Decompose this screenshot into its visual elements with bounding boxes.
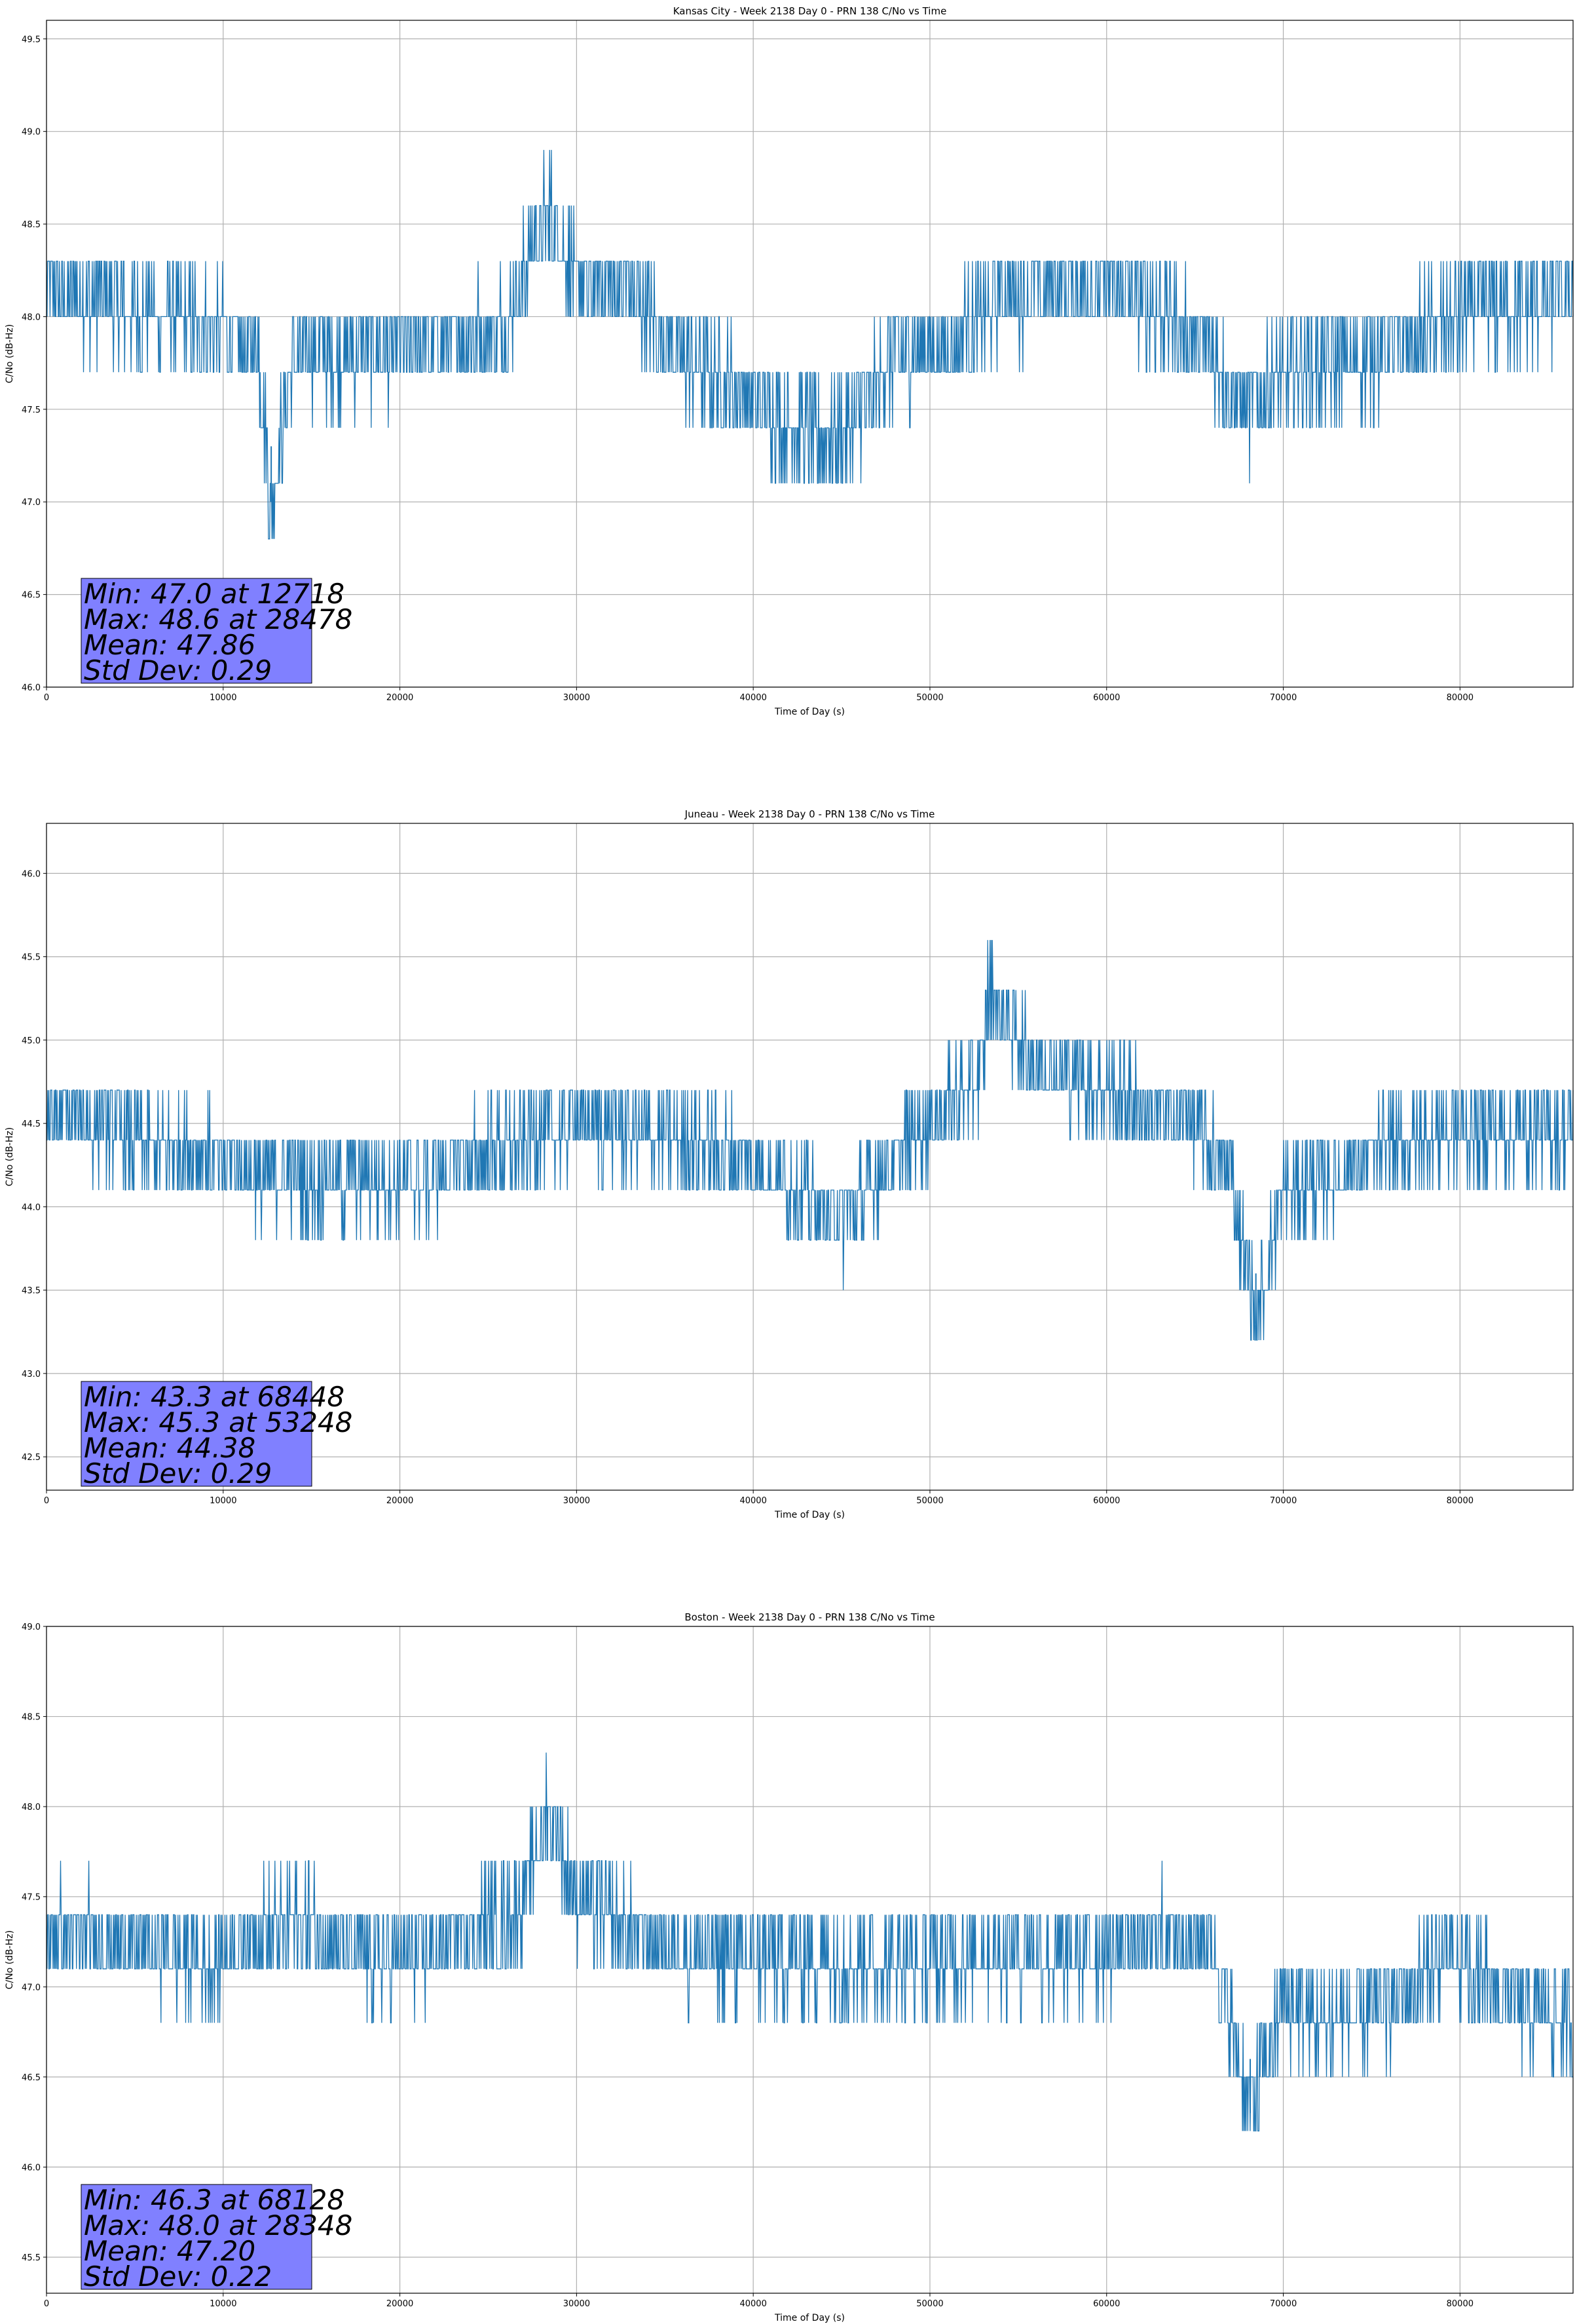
y-tick-label: 43.0 <box>22 1370 41 1379</box>
stats-line: Max: 48.6 at 28478 <box>84 603 352 635</box>
stats-line: Max: 48.0 at 28348 <box>84 2209 352 2241</box>
x-tick-label: 70000 <box>1270 693 1297 703</box>
x-tick-label: 80000 <box>1447 693 1474 703</box>
y-tick-label: 45.5 <box>22 953 41 963</box>
series-line <box>46 149 1574 540</box>
y-tick-label: 48.0 <box>22 1803 41 1812</box>
y-tick-label: 45.0 <box>22 1036 41 1046</box>
x-tick-label: 50000 <box>916 693 943 703</box>
x-tick-label: 40000 <box>739 2299 766 2309</box>
y-axis-label: C/No (dB-Hz) <box>5 1127 15 1186</box>
x-tick-label: 60000 <box>1093 1496 1120 1506</box>
x-tick-label: 10000 <box>210 693 236 703</box>
stats-box <box>81 578 312 684</box>
stats-box <box>81 2184 312 2290</box>
y-tick-label: 46.5 <box>22 2073 41 2083</box>
y-tick-label: 47.5 <box>22 405 41 415</box>
y-tick-label: 44.0 <box>22 1203 41 1212</box>
stats-line: Min: 43.3 at 68448 <box>84 1381 344 1413</box>
y-tick-label: 49.0 <box>22 1622 41 1632</box>
stats-line: Std Dev: 0.22 <box>84 2260 272 2293</box>
y-tick-label: 44.5 <box>22 1119 41 1129</box>
y-tick-label: 48.5 <box>22 1713 41 1723</box>
y-tick-label: 48.0 <box>22 312 41 322</box>
x-tick-label: 30000 <box>563 693 590 703</box>
x-tick-label: 10000 <box>210 1496 236 1506</box>
x-tick-label: 70000 <box>1270 1496 1297 1506</box>
stats-box <box>81 1381 312 1487</box>
x-tick-label: 20000 <box>386 2299 413 2309</box>
series-line <box>46 1752 1573 2132</box>
y-tick-label: 46.0 <box>22 2163 41 2173</box>
y-tick-label: 47.0 <box>22 1983 41 1993</box>
stats-line: Mean: 47.20 <box>84 2235 255 2267</box>
y-tick-label: 46.0 <box>22 869 41 879</box>
x-axis-label: Time of Day (s) <box>774 707 845 717</box>
x-tick-label: 40000 <box>739 693 766 703</box>
x-tick-label: 60000 <box>1093 693 1120 703</box>
x-tick-label: 80000 <box>1447 2299 1474 2309</box>
x-tick-label: 0 <box>44 1496 49 1506</box>
x-tick-label: 50000 <box>916 1496 943 1506</box>
x-tick-label: 70000 <box>1270 2299 1297 2309</box>
stats-line: Max: 45.3 at 53248 <box>84 1406 352 1438</box>
plot-frame <box>46 20 1574 688</box>
x-tick-label: 30000 <box>563 1496 590 1506</box>
y-tick-label: 45.5 <box>22 2253 41 2263</box>
x-tick-label: 0 <box>44 2299 49 2309</box>
x-tick-label: 0 <box>44 693 49 703</box>
x-tick-label: 50000 <box>916 2299 943 2309</box>
chart-title: Kansas City - Week 2138 Day 0 - PRN 138 … <box>673 5 947 17</box>
y-axis-label: C/No (dB-Hz) <box>5 1930 15 1989</box>
x-tick-label: 40000 <box>739 1496 766 1506</box>
stats-line: Std Dev: 0.29 <box>84 1457 272 1490</box>
y-tick-label: 42.5 <box>22 1453 41 1463</box>
y-tick-label: 46.5 <box>22 591 41 601</box>
plot-frame <box>46 823 1574 1491</box>
x-tick-label: 30000 <box>563 2299 590 2309</box>
y-tick-label: 47.0 <box>22 498 41 508</box>
x-axis-label: Time of Day (s) <box>774 1510 845 1520</box>
stats-line: Std Dev: 0.29 <box>84 654 272 686</box>
chart-2: Boston - Week 2138 Day 0 - PRN 138 C/No … <box>5 1611 1574 2323</box>
x-tick-label: 80000 <box>1447 1496 1474 1506</box>
x-tick-label: 20000 <box>386 1496 413 1506</box>
x-tick-label: 20000 <box>386 693 413 703</box>
plot-frame <box>46 1626 1574 2294</box>
y-tick-label: 47.5 <box>22 1893 41 1903</box>
stats-line: Mean: 44.38 <box>84 1432 255 1464</box>
chart-1: Juneau - Week 2138 Day 0 - PRN 138 C/No … <box>5 808 1574 1520</box>
chart-title: Boston - Week 2138 Day 0 - PRN 138 C/No … <box>684 1611 935 1623</box>
x-tick-label: 60000 <box>1093 2299 1120 2309</box>
series-line <box>46 940 1574 1341</box>
x-axis-label: Time of Day (s) <box>774 2313 845 2323</box>
y-tick-label: 49.5 <box>22 35 41 45</box>
y-axis-label: C/No (dB-Hz) <box>5 324 15 383</box>
chart-title: Juneau - Week 2138 Day 0 - PRN 138 C/No … <box>684 808 935 820</box>
stats-line: Min: 47.0 at 12718 <box>84 578 344 610</box>
y-tick-label: 49.0 <box>22 128 41 138</box>
y-tick-label: 43.5 <box>22 1286 41 1296</box>
stats-line: Min: 46.3 at 68128 <box>84 2184 344 2216</box>
chart-0: Kansas City - Week 2138 Day 0 - PRN 138 … <box>5 5 1574 717</box>
stats-line: Mean: 47.86 <box>84 629 255 661</box>
x-tick-label: 10000 <box>210 2299 236 2309</box>
y-tick-label: 46.0 <box>22 683 41 693</box>
y-tick-label: 48.5 <box>22 220 41 230</box>
